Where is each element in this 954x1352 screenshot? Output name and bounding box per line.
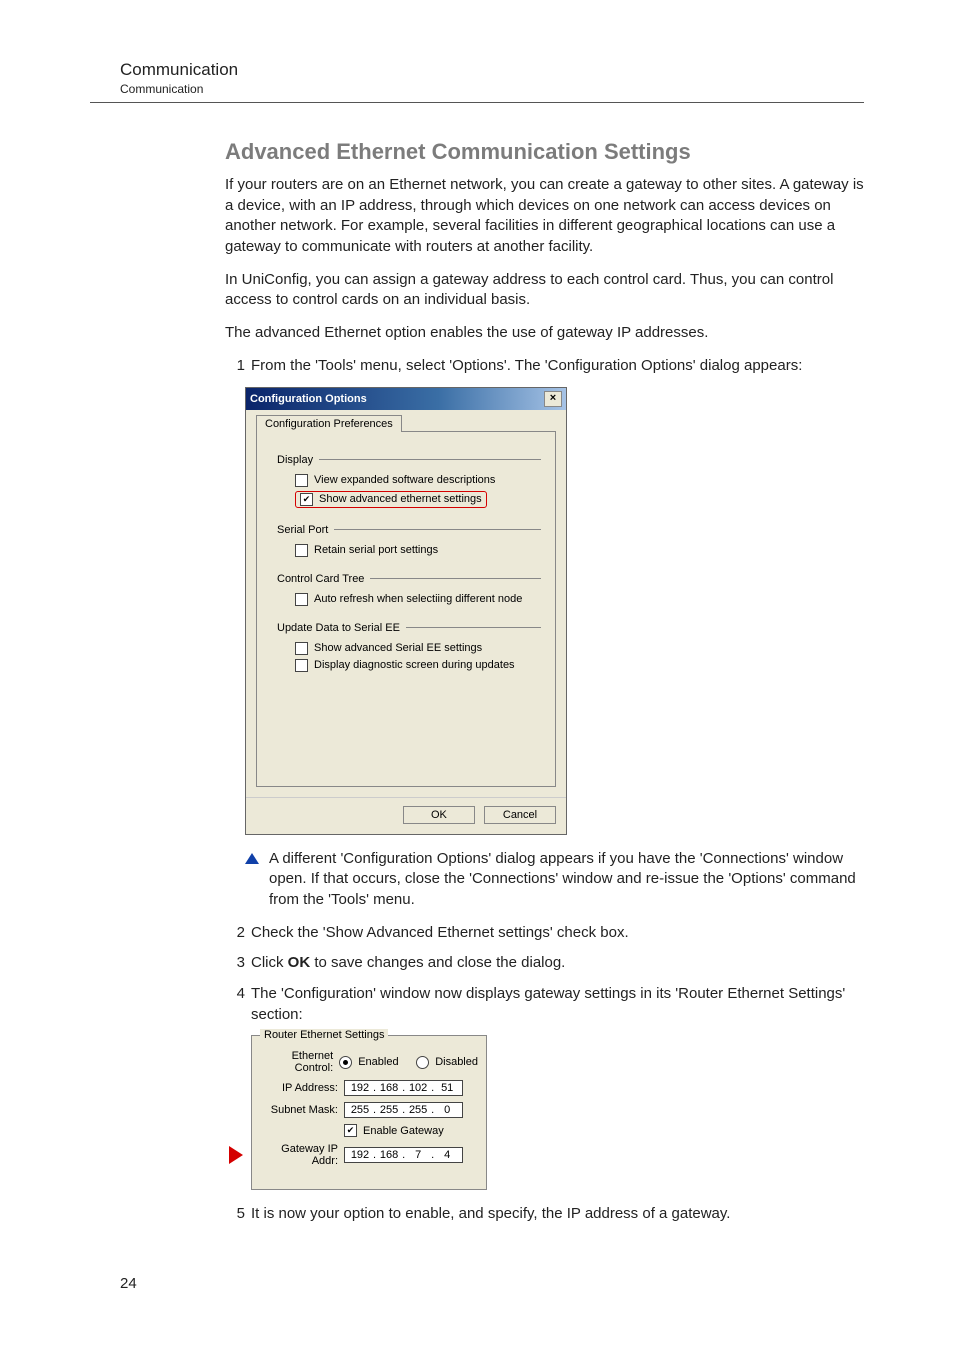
step-1-text: From the 'Tools' menu, select 'Options'.…: [251, 356, 864, 377]
checkbox-enable-gateway[interactable]: [344, 1124, 357, 1137]
ip-address-field[interactable]: 192. 168. 102. 51: [344, 1080, 463, 1096]
tab-config-preferences[interactable]: Configuration Preferences: [256, 415, 402, 432]
ok-button[interactable]: OK: [403, 806, 475, 824]
step-number: 3: [225, 953, 251, 974]
close-icon[interactable]: ×: [544, 391, 562, 407]
checkbox-adv-serial-ee[interactable]: [295, 642, 308, 655]
header-subtitle: Communication: [120, 82, 864, 96]
checkbox-advanced-ethernet[interactable]: [300, 493, 313, 506]
arrow-right-icon: [229, 1146, 243, 1164]
dialog-title: Configuration Options: [250, 393, 367, 405]
note-1-text: A different 'Configuration Options' dial…: [269, 849, 864, 911]
note-triangle-icon: [245, 853, 259, 864]
step-number: 4: [225, 984, 251, 1025]
radio-enabled[interactable]: [339, 1056, 352, 1069]
step-number: 1: [225, 356, 251, 377]
gateway-ip-field[interactable]: 192. 168. 7. 4: [344, 1147, 463, 1163]
step-5-text: It is now your option to enable, and spe…: [251, 1204, 864, 1225]
configuration-options-dialog: Configuration Options × Configuration Pr…: [245, 387, 567, 835]
group-serial-label: Serial Port: [277, 524, 328, 536]
checkbox-auto-refresh[interactable]: [295, 593, 308, 606]
step-number: 5: [225, 1204, 251, 1225]
step-3-text: Click OK to save changes and close the d…: [251, 953, 864, 974]
step-4-text: The 'Configuration' window now displays …: [251, 984, 864, 1025]
paragraph-3: The advanced Ethernet option enables the…: [225, 323, 864, 344]
page-number: 24: [90, 1275, 864, 1292]
checkbox-view-expanded[interactable]: [295, 474, 308, 487]
radio-disabled[interactable]: [416, 1056, 429, 1069]
group-tree-label: Control Card Tree: [277, 573, 364, 585]
res-title: Router Ethernet Settings: [260, 1029, 388, 1041]
router-ethernet-settings-panel: Router Ethernet Settings Ethernet Contro…: [251, 1035, 487, 1190]
page-header: Communication Communication: [90, 60, 864, 103]
group-update-label: Update Data to Serial EE: [277, 622, 400, 634]
paragraph-2: In UniConfig, you can assign a gateway a…: [225, 270, 864, 311]
cancel-button[interactable]: Cancel: [484, 806, 556, 824]
section-title: Advanced Ethernet Communication Settings: [225, 139, 864, 165]
group-display-label: Display: [277, 454, 313, 466]
paragraph-1: If your routers are on an Ethernet netwo…: [225, 175, 864, 258]
checkbox-diagnostic[interactable]: [295, 659, 308, 672]
step-2-text: Check the 'Show Advanced Ethernet settin…: [251, 923, 864, 944]
subnet-mask-field[interactable]: 255. 255. 255. 0: [344, 1102, 463, 1118]
header-title: Communication: [120, 60, 864, 80]
checkbox-retain-serial[interactable]: [295, 544, 308, 557]
step-number: 2: [225, 923, 251, 944]
